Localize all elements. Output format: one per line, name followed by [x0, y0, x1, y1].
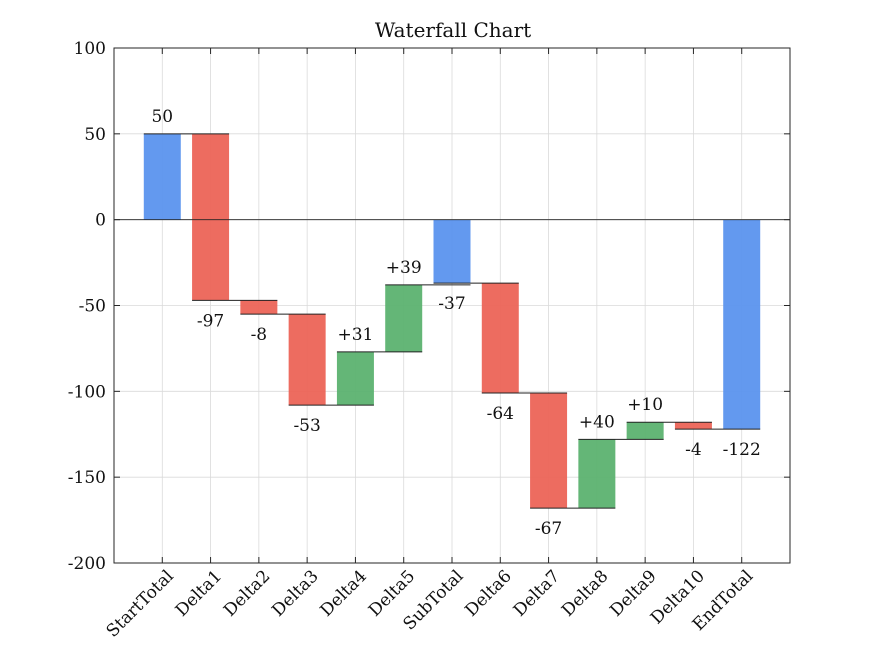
bar-delta10 — [674, 422, 712, 430]
chart-title: Waterfall Chart — [375, 18, 531, 42]
x-tick-label: Delta2 — [220, 566, 274, 620]
y-tick-label: -200 — [68, 554, 106, 574]
value-label: -122 — [723, 440, 761, 460]
x-tick-label: Delta7 — [510, 566, 564, 620]
y-tick-label: -150 — [68, 468, 106, 488]
bar-delta5 — [385, 284, 423, 352]
bar-delta8 — [578, 439, 616, 509]
value-label: -64 — [487, 404, 514, 424]
x-tick-label: Delta4 — [317, 566, 371, 620]
x-tick-label: Delta8 — [558, 566, 612, 620]
bar-delta6 — [481, 283, 519, 394]
bar-delta1 — [192, 133, 230, 301]
bar-delta2 — [240, 300, 278, 315]
bars — [143, 133, 761, 509]
y-tick-label: 100 — [74, 39, 106, 59]
value-label: +10 — [627, 395, 663, 415]
bar-delta7 — [530, 393, 568, 509]
value-label: -67 — [535, 519, 562, 539]
value-label: +31 — [337, 325, 373, 345]
bar-endtotal — [723, 219, 761, 430]
bar-subtotal — [433, 219, 471, 284]
connector-lines — [114, 133, 790, 509]
bar-delta3 — [288, 314, 326, 406]
y-tick-label: 50 — [84, 125, 106, 145]
bar-delta4 — [336, 351, 374, 406]
value-label: -53 — [293, 416, 320, 436]
value-label: -37 — [438, 294, 465, 314]
y-tick-label: -100 — [68, 382, 106, 402]
x-tick-label: Delta3 — [268, 566, 322, 620]
value-label: -4 — [685, 440, 702, 460]
bar-delta9 — [626, 422, 664, 440]
x-tick-label: Delta6 — [461, 566, 515, 620]
data-labels: 50 -97 -8 -53 +31 +39 -37 -64 -67 +40 +10 -4 -122 — [151, 107, 760, 539]
value-label: 50 — [151, 107, 173, 127]
value-label: +40 — [579, 412, 615, 432]
value-label: -8 — [251, 325, 268, 345]
x-tick-label: StartTotal — [103, 566, 178, 641]
value-label: -97 — [197, 311, 224, 331]
y-tick-label: 0 — [95, 211, 106, 231]
bar-starttotal — [143, 133, 181, 220]
y-tick-label: -50 — [79, 297, 106, 317]
x-tick-label: Delta1 — [172, 566, 226, 620]
y-axis-ticks: 100 50 0 -50 -100 -150 -200 — [68, 39, 790, 574]
value-label: +39 — [386, 258, 422, 278]
